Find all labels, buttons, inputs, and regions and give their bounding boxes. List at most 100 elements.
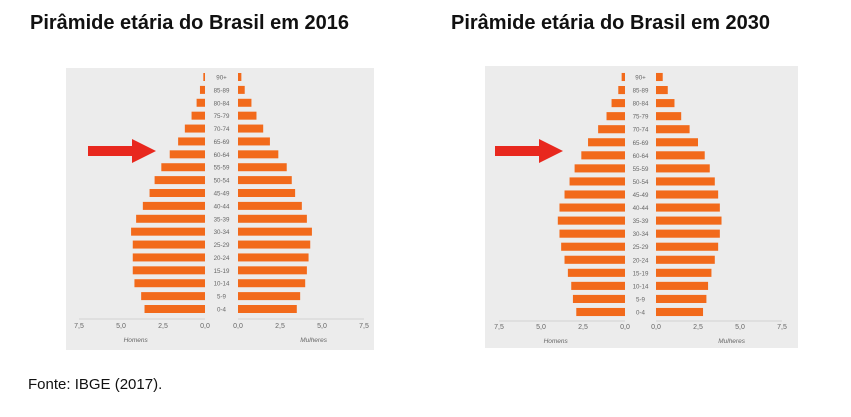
age-group-label: 25-29 xyxy=(214,242,230,249)
legend-mulheres: Mulheres xyxy=(300,337,327,344)
age-group-label: 75-79 xyxy=(214,113,230,120)
bar-homens-90+ xyxy=(621,72,625,82)
age-group-label: 30-34 xyxy=(214,229,230,236)
bar-homens-10-14 xyxy=(134,279,205,288)
bar-mulheres-25-29 xyxy=(656,242,719,251)
bar-homens-85-89 xyxy=(199,85,205,94)
bar-homens-70-74 xyxy=(184,124,205,133)
bar-homens-30-34 xyxy=(131,227,205,236)
age-group-label: 75-79 xyxy=(633,114,649,121)
bar-mulheres-55-59 xyxy=(238,163,287,172)
bar-mulheres-25-29 xyxy=(238,240,311,249)
legend-mulheres: Mulheres xyxy=(718,338,745,345)
bar-mulheres-90+ xyxy=(238,73,242,81)
bar-homens-15-19 xyxy=(567,268,625,277)
age-group-label: 85-89 xyxy=(633,88,649,95)
bar-homens-35-39 xyxy=(557,216,625,225)
bar-homens-80-84 xyxy=(611,99,625,108)
bar-mulheres-30-34 xyxy=(656,229,720,238)
age-group-label: 40-44 xyxy=(633,205,649,212)
x-tick-label: 2,5 xyxy=(158,323,168,330)
bar-homens-55-59 xyxy=(161,163,205,172)
bar-mulheres-85-89 xyxy=(238,85,245,94)
bar-mulheres-20-24 xyxy=(238,253,309,262)
x-tick-label: 7,5 xyxy=(359,323,369,330)
bar-mulheres-80-84 xyxy=(656,99,675,108)
bar-mulheres-75-79 xyxy=(238,111,257,120)
chart-title-2030: Pirâmide etária do Brasil em 2030 xyxy=(451,12,771,34)
age-group-label: 30-34 xyxy=(633,231,649,238)
age-group-label: 45-49 xyxy=(214,191,230,198)
age-group-label: 5-9 xyxy=(636,296,646,303)
bar-homens-55-59 xyxy=(574,164,625,173)
age-group-label: 25-29 xyxy=(633,244,649,251)
age-group-label: 20-24 xyxy=(214,255,230,262)
x-tick-label: 5,0 xyxy=(317,323,327,330)
bar-homens-20-24 xyxy=(132,253,205,262)
bar-mulheres-15-19 xyxy=(656,268,712,277)
bar-mulheres-60-64 xyxy=(656,151,705,160)
bar-mulheres-5-9 xyxy=(656,294,707,303)
bar-homens-60-64 xyxy=(581,151,625,160)
bar-homens-65-69 xyxy=(178,137,205,146)
red-arrow-right-icon xyxy=(495,139,563,163)
bar-mulheres-75-79 xyxy=(656,112,682,121)
age-group-label: 0-4 xyxy=(636,310,646,317)
bar-mulheres-40-44 xyxy=(238,201,302,210)
bar-mulheres-30-34 xyxy=(238,227,312,236)
age-group-label: 55-59 xyxy=(214,165,230,172)
bar-mulheres-50-54 xyxy=(656,177,715,186)
bar-mulheres-80-84 xyxy=(238,98,252,107)
age-group-label: 60-64 xyxy=(633,153,649,160)
age-group-label: 65-69 xyxy=(214,139,230,146)
age-group-label: 80-84 xyxy=(214,100,230,107)
bar-homens-0-4 xyxy=(144,305,205,313)
legend-homens: Homens xyxy=(124,337,149,344)
bar-homens-85-89 xyxy=(618,86,625,95)
x-tick-label: 2,5 xyxy=(578,324,588,331)
population-pyramid-2030: 0-4 5-9 10-14 15-19 20-24 25-29 30-34 35-39 40-4… xyxy=(485,66,798,348)
legend-homens: Homens xyxy=(544,338,569,345)
bar-homens-65-69 xyxy=(588,138,625,147)
bar-homens-25-29 xyxy=(561,242,625,251)
population-pyramid-2016: 0-4 5-9 10-14 15-19 20-24 25-29 30-34 35-39 40-4… xyxy=(66,68,374,350)
age-group-label: 35-39 xyxy=(633,218,649,225)
bar-mulheres-45-49 xyxy=(656,190,719,199)
age-group-label: 80-84 xyxy=(633,101,649,108)
bar-homens-35-39 xyxy=(136,214,205,223)
chart-title-2016: Pirâmide etária do Brasil em 2016 xyxy=(30,12,350,34)
bar-homens-70-74 xyxy=(598,125,625,134)
age-group-label: 65-69 xyxy=(633,140,649,147)
age-group-label: 0-4 xyxy=(217,307,227,314)
bar-homens-45-49 xyxy=(149,189,205,197)
pyramid-svg: 0-4 5-9 10-14 15-19 20-24 25-29 30-34 35-39 40-4… xyxy=(74,73,369,344)
age-group-label: 45-49 xyxy=(633,192,649,199)
age-group-label: 90+ xyxy=(635,75,646,82)
x-tick-label: 0,0 xyxy=(620,324,630,331)
bar-mulheres-85-89 xyxy=(656,86,668,95)
age-group-label: 60-64 xyxy=(214,152,230,159)
age-group-label: 15-19 xyxy=(633,270,649,277)
age-group-label: 20-24 xyxy=(633,257,649,264)
pyramid-svg: 0-4 5-9 10-14 15-19 20-24 25-29 30-34 35-39 40-4… xyxy=(494,72,787,345)
bar-mulheres-10-14 xyxy=(656,281,709,290)
x-tick-label: 5,0 xyxy=(116,323,126,330)
age-group-label: 40-44 xyxy=(214,203,230,210)
bar-mulheres-70-74 xyxy=(238,124,264,133)
bar-homens-90+ xyxy=(203,73,205,81)
x-tick-label: 0,0 xyxy=(200,323,210,330)
bar-homens-0-4 xyxy=(576,307,625,317)
bar-homens-5-9 xyxy=(572,294,625,303)
x-tick-label: 0,0 xyxy=(233,323,243,330)
bar-mulheres-0-4 xyxy=(656,307,704,317)
x-tick-label: 7,5 xyxy=(74,323,84,330)
x-tick-label: 0,0 xyxy=(651,324,661,331)
bar-mulheres-65-69 xyxy=(238,137,270,146)
age-group-label: 50-54 xyxy=(214,178,230,185)
bar-homens-40-44 xyxy=(142,201,205,210)
age-group-label: 70-74 xyxy=(633,127,649,134)
age-group-label: 5-9 xyxy=(217,294,227,301)
red-arrow-right-icon xyxy=(88,139,156,163)
bar-mulheres-60-64 xyxy=(238,150,279,159)
x-tick-label: 2,5 xyxy=(693,324,703,331)
